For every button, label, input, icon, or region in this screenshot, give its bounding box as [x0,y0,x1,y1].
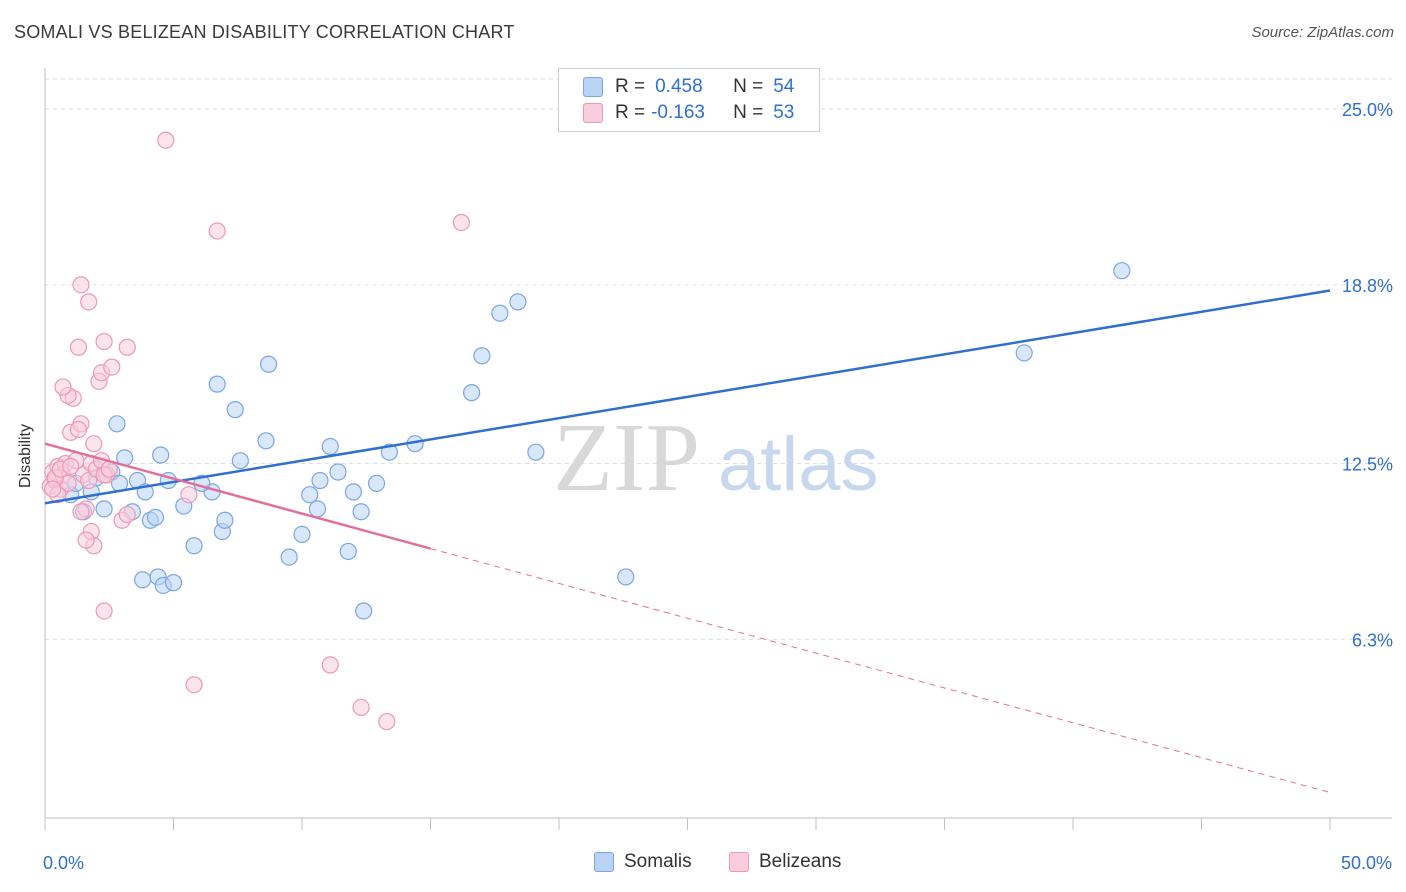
belizeans-point [95,602,113,620]
legend-item-somalis: Somalis [594,851,692,873]
somalis-point [352,503,370,521]
somalis-point [380,443,398,461]
axes [44,68,1392,830]
somalis-trend-line [44,289,1331,505]
belizeans-point [321,656,339,674]
somalis-point [185,537,203,555]
somalis-point [146,508,165,526]
belizeans-trend-extension [430,548,1331,793]
belizeans-point [103,358,121,376]
watermark: ZIP atlas [553,404,879,512]
source-label: Source: ZipAtlas.com [1251,24,1394,41]
somalis-point [473,347,491,365]
belizeans-point [77,531,95,549]
somalis-point [463,384,481,402]
somalis-point [491,304,509,322]
somalis-point [134,571,152,589]
somalis-point [280,548,298,566]
legend-belizeans-label: Belizeans [759,851,842,872]
n-value: 54 [773,76,795,97]
somalis-point [367,474,386,492]
belizeans-point [69,420,88,439]
somalis-point [321,437,339,456]
n-label: N = [733,76,764,97]
trend-lines [44,289,1331,793]
somalis-point [339,542,357,561]
watermark-zip: ZIP [553,404,700,512]
tick-labels: 6.3% 12.5% 18.8% 25.0% 0.0% 50.0% [43,100,1393,873]
r-value: -0.163 [651,102,705,123]
r-label: R = [615,76,646,97]
somalis-point [308,500,327,518]
somalis-point [311,471,329,490]
belizeans-point [352,698,370,717]
belizeans-point [378,712,396,731]
belizeans-point [80,293,98,311]
legend-somalis-label: Somalis [624,851,692,872]
somalis-point [509,293,527,311]
somalis-point [329,463,347,481]
watermark-atlas: atlas [718,422,879,507]
somalis-point [108,415,126,433]
somalis-point [293,525,311,544]
belizeans-point [62,457,80,475]
somalis-point [301,486,319,504]
somalis-point [257,432,275,450]
somalis-point [259,355,278,373]
belizeans-point [208,222,226,240]
gridlines [45,78,1392,640]
belizeans-point [118,505,136,524]
belizeans-point [95,332,113,351]
somalis-swatch [583,77,603,97]
somalis-point [344,483,362,501]
somalis-point [164,574,183,592]
belizeans-point [69,338,88,356]
belizeans-trend-line [44,442,431,550]
belizeans-legend-swatch [729,852,749,872]
y-tick-label: 18.8% [1342,276,1393,296]
somalis-point [527,443,545,461]
somalis-point [1015,344,1033,362]
x-tick-label: 50.0% [1341,853,1392,873]
r-label: R = [615,102,646,123]
y-tick-label: 6.3% [1352,630,1393,650]
chart-title: SOMALI VS BELIZEAN DISABILITY CORRELATIO… [14,22,515,42]
legend-row-belizeans: R = -0.163 N = 53 [583,101,794,125]
n-label: N = [733,102,764,123]
correlation-legend: R = 0.458 N = 54 R = -0.163 N = 53 [558,68,820,132]
legend-item-belizeans: Belizeans [729,851,841,873]
belizeans-point [85,435,103,453]
legend-row-somalis: R = 0.458 N = 54 [583,75,794,99]
n-value: 53 [773,102,795,123]
somalis-point [617,568,635,586]
belizeans-swatch [583,103,603,123]
belizeans-point [72,503,90,521]
somalis-point [95,500,113,518]
somalis-point [231,452,249,470]
r-value: 0.458 [655,76,703,97]
belizeans-point [180,486,198,504]
belizeans-point [185,676,203,694]
somalis-point [355,602,373,620]
y-tick-label: 25.0% [1342,100,1393,120]
belizeans-point [72,276,90,294]
somalis-point [1113,262,1131,280]
belizeans-point [44,480,62,498]
belizeans-point [157,131,175,149]
somalis-point [152,446,170,464]
belizeans-point [118,338,136,356]
somalis-point [208,375,226,393]
series-legend: Somalis Belizeans [0,851,1406,879]
y-tick-label: 12.5% [1342,455,1393,475]
somalis-point [226,401,244,419]
belizeans-point [452,213,470,232]
somalis-point [216,511,234,529]
somalis-legend-swatch [594,852,614,872]
x-tick-label: 0.0% [43,853,84,873]
belizeans-point [54,378,72,396]
